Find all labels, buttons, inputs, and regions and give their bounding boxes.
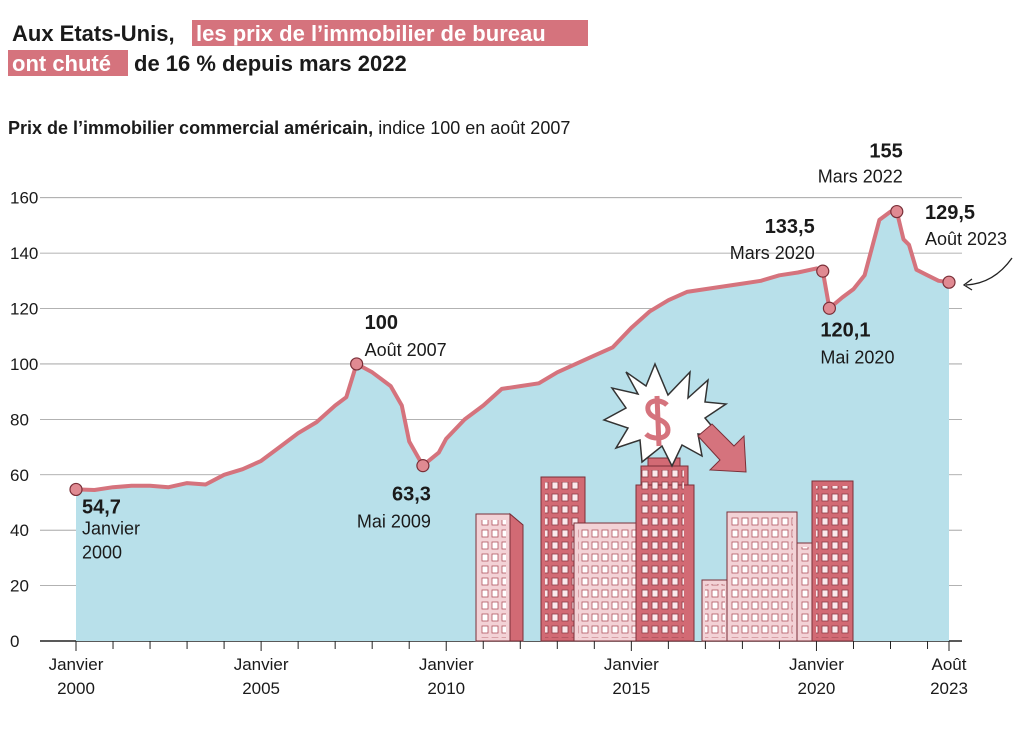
y-tick-label: 160 xyxy=(10,189,38,208)
x-tick-label: Août xyxy=(932,655,967,674)
annotation-date: Mars 2022 xyxy=(818,167,903,187)
line xyxy=(75,209,950,492)
subtitle: Prix de l’immobilier commercial américai… xyxy=(8,118,570,138)
x-tick-label: 2015 xyxy=(612,679,650,698)
x-tick-label: Janvier xyxy=(789,655,844,674)
x-tick-label: Janvier xyxy=(419,655,474,674)
title-highlighted: ont chuté xyxy=(12,51,111,76)
annotation-date: 2000 xyxy=(82,542,122,562)
annotation-point xyxy=(350,357,364,371)
x-tick-label: 2020 xyxy=(798,679,836,698)
annotation-value: 120,1 xyxy=(820,319,870,341)
annotation-date: Mai 2020 xyxy=(820,347,894,367)
y-tick-label: 40 xyxy=(10,521,29,540)
annotation-value: 54,7 xyxy=(82,496,121,518)
annotation-point xyxy=(942,275,956,289)
x-tick-label: 2023 xyxy=(930,679,968,698)
annotation-value: 100 xyxy=(365,312,398,334)
y-tick-label: 100 xyxy=(10,355,38,374)
x-tick-label: 2010 xyxy=(427,679,465,698)
subtitle-text: indice 100 en août 2007 xyxy=(378,118,570,138)
title-highlight xyxy=(192,20,588,46)
annotation-value: 63,3 xyxy=(392,484,431,506)
annotation-point xyxy=(822,301,837,315)
x-tick-label: Janvier xyxy=(49,655,104,674)
x-tick-label: Janvier xyxy=(234,655,289,674)
subtitle-bold: Prix de l’immobilier commercial américai… xyxy=(8,118,373,138)
title-highlight xyxy=(8,50,128,76)
annotation-value: 129,5 xyxy=(925,202,975,224)
y-tick-label: 80 xyxy=(10,410,29,429)
annotation-point xyxy=(69,482,83,497)
annotation-point xyxy=(890,204,904,219)
y-tick-label: 120 xyxy=(10,300,38,319)
y-tick-label: 0 xyxy=(10,632,19,651)
annotation-value: 133,5 xyxy=(765,216,815,238)
annotation-date: Mai 2009 xyxy=(357,512,431,532)
annotation-date: Août 2023 xyxy=(925,229,1007,249)
annotation-date: Janvier xyxy=(82,518,140,538)
title: de 16 % depuis mars 2022 xyxy=(134,51,407,76)
x-tick-label: Janvier xyxy=(604,655,659,674)
title: Aux Etats-Unis, xyxy=(12,21,175,46)
y-tick-label: 20 xyxy=(10,577,29,596)
top-layer: Janvier 2000 Janvier 2005 Janvier 2010 Janvier… xyxy=(49,141,1007,698)
annotation-value: 155 xyxy=(869,141,902,163)
y-tick-label: 60 xyxy=(10,466,29,485)
annotation-arrow xyxy=(962,257,1013,291)
annotation-date: Août 2007 xyxy=(365,340,447,360)
x-tick-label: 2000 xyxy=(57,679,95,698)
annotation-date: Mars 2020 xyxy=(730,243,815,263)
y-tick-label: 140 xyxy=(10,244,38,263)
illustration xyxy=(475,362,854,642)
annotation-point xyxy=(816,264,830,278)
annotation-point xyxy=(416,459,430,473)
x-tick-label: 2005 xyxy=(242,679,280,698)
title-highlighted: les prix de l’immobilier de bureau xyxy=(196,21,546,46)
